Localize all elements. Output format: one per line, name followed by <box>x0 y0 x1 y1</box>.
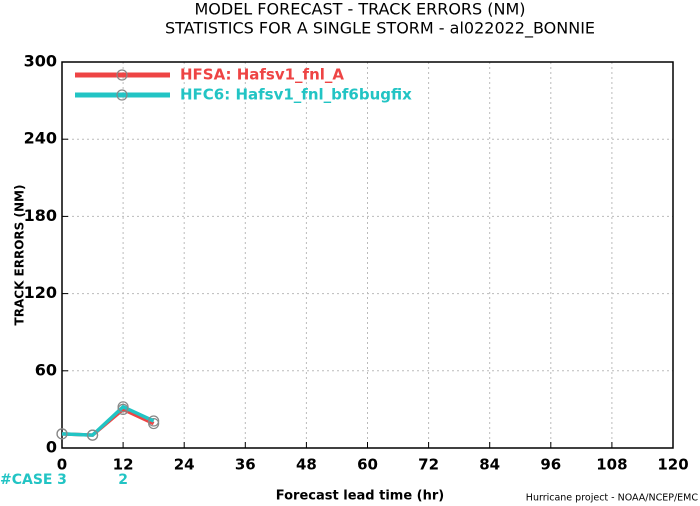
case-label: #CASE <box>0 472 53 488</box>
y-tick-label: 120 <box>24 283 57 302</box>
series-line <box>61 404 155 437</box>
x-tick-label: 24 <box>174 456 195 474</box>
x-tick-label: 48 <box>296 456 317 474</box>
point <box>148 415 160 427</box>
x-tick-label: 120 <box>657 456 688 474</box>
chart-title: MODEL FORECAST - TRACK ERRORS (NM) <box>194 0 525 19</box>
y-tick-label: 300 <box>24 52 57 71</box>
y-tick-label: 180 <box>24 206 57 225</box>
x-tick-label: 12 <box>113 456 134 474</box>
x-tick-label: 84 <box>479 456 500 474</box>
legend-label: HFC6: Hafsv1_fnl_bf6bugfix <box>180 86 412 104</box>
plot-frame <box>61 61 674 449</box>
point <box>56 428 68 440</box>
point <box>117 401 129 413</box>
x-tick-label: 60 <box>357 456 378 474</box>
chart-subtitle: STATISTICS FOR A SINGLE STORM - al022022… <box>165 19 595 39</box>
case-count: 3 <box>57 472 67 488</box>
x-tick-label: 0 <box>57 456 67 474</box>
credit: Hurricane project - NOAA/NCEP/EMC <box>526 493 699 504</box>
x-tick-label: 96 <box>540 456 561 474</box>
point <box>148 417 160 430</box>
x-axis-label: Forecast lead time (hr) <box>276 489 444 504</box>
y-tick-label: 0 <box>46 438 57 457</box>
legend-marker <box>116 69 128 81</box>
x-tick-label: 72 <box>418 456 439 474</box>
legend-label: HFSA: Hafsv1_fnl_A <box>180 66 344 84</box>
point <box>86 429 99 441</box>
y-axis-label: TRACK ERRORS (NM) <box>13 185 27 326</box>
case-count: 2 <box>118 472 128 488</box>
y-tick-label: 240 <box>24 129 57 148</box>
legend-marker <box>116 89 128 101</box>
x-tick-label: 108 <box>596 456 627 474</box>
x-tick-label: 36 <box>235 456 256 474</box>
y-tick-label: 60 <box>35 360 57 379</box>
